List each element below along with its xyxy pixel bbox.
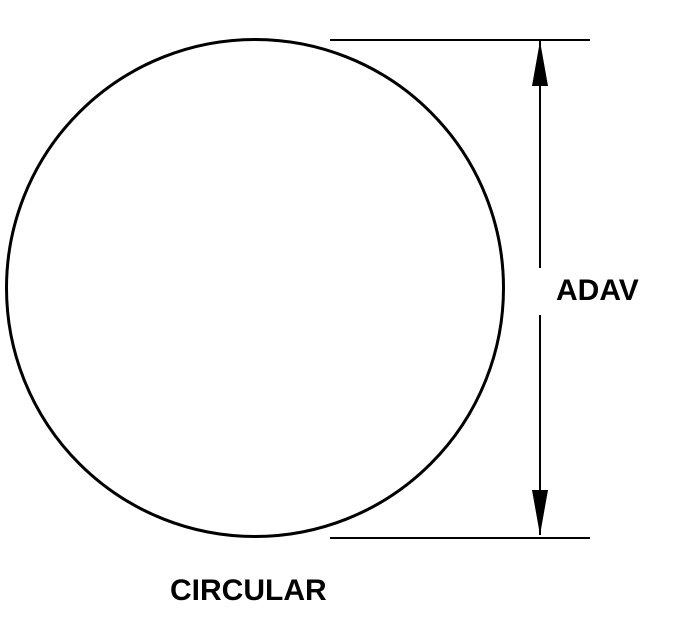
extension-line-top <box>330 39 590 41</box>
shape-caption: CIRCULAR <box>170 574 327 608</box>
circle-shape <box>5 38 505 538</box>
extension-line-bottom <box>330 537 590 539</box>
dimension-label: ADAV <box>556 274 639 308</box>
dimension-arrow-down-icon <box>532 490 548 535</box>
dimension-arrow-up-icon <box>532 41 548 86</box>
diagram-canvas: ADAV CIRCULAR <box>0 0 693 626</box>
